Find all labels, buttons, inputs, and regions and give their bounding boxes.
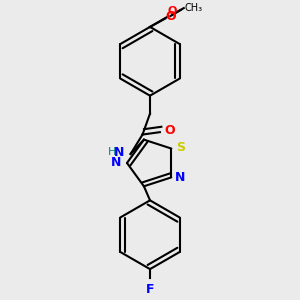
- Text: N: N: [175, 171, 185, 184]
- Text: O: O: [166, 10, 176, 23]
- Text: N: N: [114, 146, 124, 159]
- Text: O: O: [164, 124, 175, 137]
- Text: O: O: [168, 6, 177, 16]
- Text: H: H: [108, 148, 116, 158]
- Text: N: N: [111, 157, 122, 169]
- Text: S: S: [176, 141, 185, 154]
- Text: CH₃: CH₃: [184, 3, 202, 14]
- Text: F: F: [146, 284, 154, 296]
